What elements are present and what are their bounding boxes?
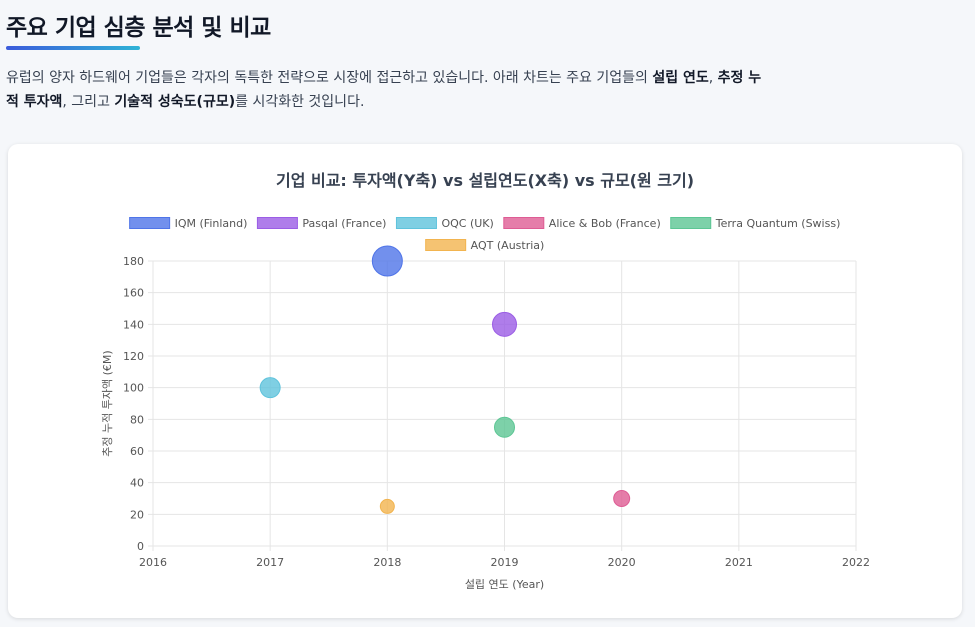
x-tick-label: 2017 xyxy=(256,556,284,569)
bubble-point[interactable] xyxy=(492,311,517,337)
page-title: 주요 기업 심층 분석 및 비교 xyxy=(6,15,271,41)
y-axis-label: 추정 누적 투자액 (€M) xyxy=(101,350,114,456)
intro-text: , 그리고 xyxy=(62,94,115,110)
intro-emphasis: 추정 누적 투자액 xyxy=(6,70,762,110)
x-tick-label: 2022 xyxy=(842,556,870,569)
legend-label[interactable]: IQM (Finland) xyxy=(175,217,248,230)
bubble-point[interactable] xyxy=(613,490,631,507)
intro-paragraph: 유럽의 양자 하드웨어 기업들은 각자의 독특한 전략으로 시장에 접근하고 있… xyxy=(6,66,766,114)
legend-swatch[interactable] xyxy=(670,217,712,229)
page-header: 주요 기업 심층 분석 및 비교 xyxy=(6,8,271,50)
legend-label[interactable]: AQT (Austria) xyxy=(471,239,545,252)
y-tick-label: 140 xyxy=(123,318,144,331)
bubble-point[interactable] xyxy=(494,416,515,438)
bubble-point[interactable] xyxy=(259,377,281,399)
title-underline xyxy=(6,46,140,50)
bubble-point[interactable] xyxy=(379,498,395,514)
y-tick-label: 0 xyxy=(137,540,144,553)
y-tick-label: 180 xyxy=(123,255,144,268)
y-tick-label: 40 xyxy=(130,477,144,490)
x-tick-label: 2019 xyxy=(491,556,519,569)
y-tick-label: 20 xyxy=(130,508,144,521)
bubble-point[interactable] xyxy=(371,245,403,277)
x-tick-label: 2018 xyxy=(373,556,401,569)
bubble-chart: 기업 비교: 투자액(Y축) vs 설립연도(X축) vs 규모(원 크기) IQ… xyxy=(101,171,870,591)
chart-card: 기업 비교: 투자액(Y축) vs 설립연도(X축) vs 규모(원 크기) IQ… xyxy=(8,144,962,618)
legend-label[interactable]: Pasqal (France) xyxy=(302,217,386,230)
y-tick-label: 60 xyxy=(130,445,144,458)
legend-label[interactable]: Terra Quantum (Swiss) xyxy=(715,217,841,230)
x-tick-label: 2020 xyxy=(608,556,636,569)
x-tick-label: 2021 xyxy=(725,556,753,569)
y-tick-label: 160 xyxy=(123,287,144,300)
y-tick-label: 100 xyxy=(123,382,144,395)
intro-text: , xyxy=(708,70,718,86)
intro-emphasis: 기술적 성숙도(규모) xyxy=(114,94,236,110)
intro-text: 유럽의 양자 하드웨어 기업들은 각자의 독특한 전략으로 시장에 접근하고 있… xyxy=(6,70,653,86)
y-tick-label: 120 xyxy=(123,350,144,363)
legend-swatch[interactable] xyxy=(395,217,437,229)
x-axis-label: 설립 연도 (Year) xyxy=(465,578,544,591)
chart-title: 기업 비교: 투자액(Y축) vs 설립연도(X축) vs 규모(원 크기) xyxy=(276,171,694,190)
legend-label[interactable]: Alice & Bob (France) xyxy=(549,217,661,230)
y-tick-label: 80 xyxy=(130,413,144,426)
legend-swatch[interactable] xyxy=(129,217,171,229)
legend-swatch[interactable] xyxy=(503,217,545,229)
legend-label[interactable]: OQC (UK) xyxy=(441,217,493,230)
intro-emphasis: 설립 연도 xyxy=(652,70,709,86)
intro-text: 를 시각화한 것입니다. xyxy=(235,94,365,110)
legend-swatch[interactable] xyxy=(256,217,298,229)
legend-swatch[interactable] xyxy=(425,239,467,251)
x-tick-label: 2016 xyxy=(139,556,167,569)
